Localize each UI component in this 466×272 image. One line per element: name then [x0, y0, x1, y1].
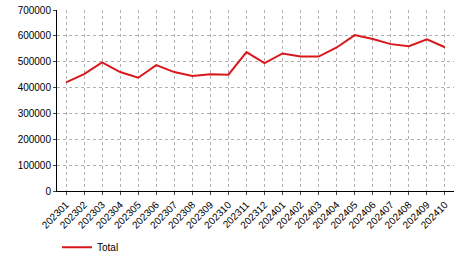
svg-text:202311: 202311	[221, 199, 252, 230]
svg-text:202406: 202406	[346, 199, 378, 231]
svg-text:600000: 600000	[18, 30, 52, 41]
svg-text:200000: 200000	[18, 134, 52, 145]
svg-text:202401: 202401	[256, 199, 288, 231]
svg-text:0: 0	[45, 186, 51, 197]
svg-text:202312: 202312	[238, 199, 270, 231]
svg-text:202404: 202404	[310, 199, 342, 231]
svg-text:202309: 202309	[184, 199, 216, 231]
svg-text:202410: 202410	[419, 199, 451, 231]
svg-text:100000: 100000	[18, 160, 52, 171]
svg-text:202304: 202304	[94, 199, 126, 231]
svg-text:700000: 700000	[18, 5, 52, 16]
svg-text:202310: 202310	[202, 199, 234, 231]
svg-text:202301: 202301	[40, 199, 72, 231]
svg-text:202407: 202407	[364, 199, 396, 231]
svg-text:202303: 202303	[76, 199, 108, 231]
svg-text:202307: 202307	[148, 199, 180, 231]
svg-text:202302: 202302	[58, 199, 90, 231]
svg-text:202305: 202305	[112, 199, 144, 231]
svg-text:202403: 202403	[292, 199, 324, 231]
svg-text:202405: 202405	[328, 199, 360, 231]
svg-text:202402: 202402	[274, 199, 306, 231]
svg-text:202408: 202408	[382, 199, 414, 231]
svg-text:202308: 202308	[166, 199, 198, 231]
svg-text:Total: Total	[97, 242, 118, 253]
svg-text:300000: 300000	[18, 108, 52, 119]
svg-text:202306: 202306	[130, 199, 162, 231]
svg-text:400000: 400000	[18, 82, 52, 93]
svg-text:202409: 202409	[401, 199, 433, 231]
svg-text:500000: 500000	[18, 56, 52, 67]
